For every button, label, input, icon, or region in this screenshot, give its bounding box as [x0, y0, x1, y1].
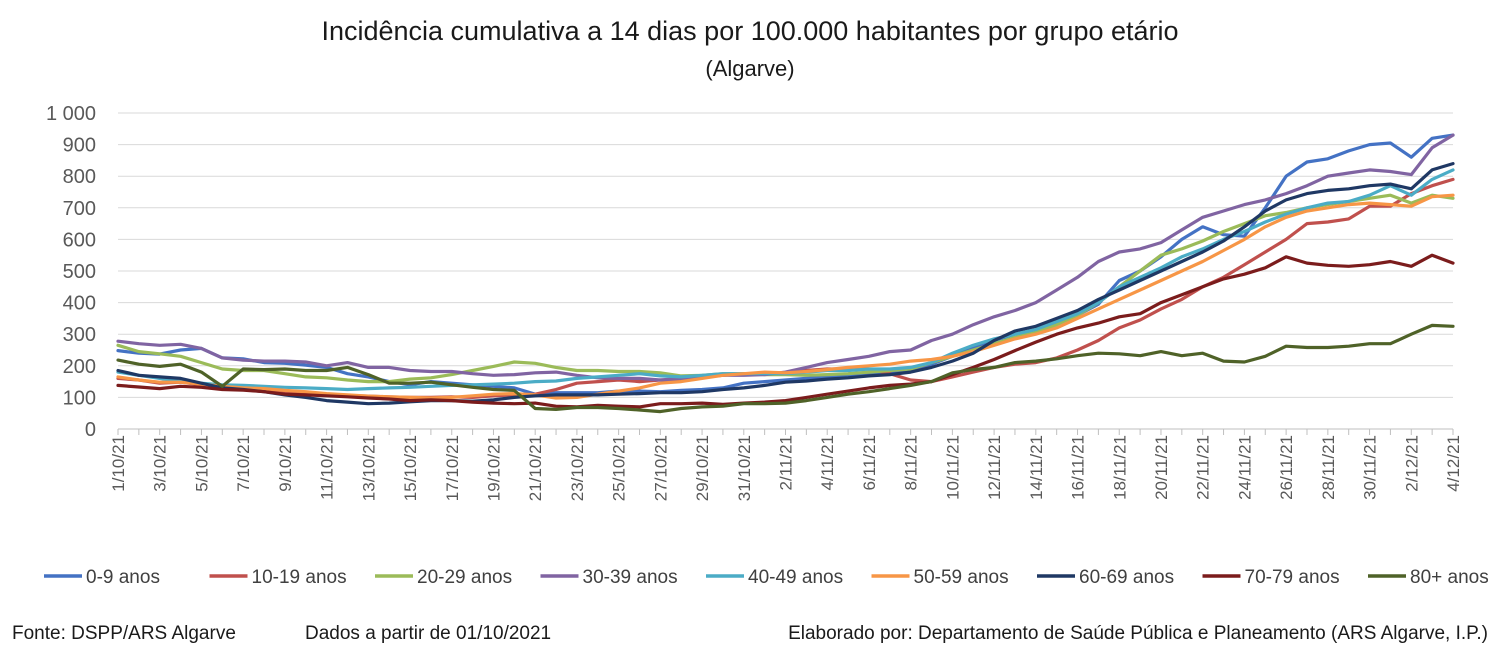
legend: 0-9 anos 10-19 anos 20-29 anos 30-39 anos 40… — [44, 567, 1489, 588]
x-tick-label: 27/10/21 — [651, 435, 670, 501]
x-tick-label: 23/10/21 — [568, 435, 587, 501]
x-tick-label: 6/11/21 — [860, 435, 879, 490]
y-tick-label: 600 — [63, 229, 96, 251]
series-lines — [116, 133, 1455, 414]
legend-label: 20-29 anos — [417, 567, 512, 588]
x-tick-label: 17/10/21 — [443, 435, 462, 501]
footer-author: Elaborado por: Departamento de Saúde Púb… — [788, 623, 1488, 644]
legend-label: 0-9 anos — [86, 567, 160, 588]
series-line-70-79-anos — [116, 253, 1455, 409]
gridlines — [118, 112, 1453, 398]
x-tick-label: 21/10/21 — [526, 435, 545, 501]
x-tick-label: 30/11/21 — [1361, 435, 1380, 500]
x-tick-label: 3/10/21 — [151, 435, 170, 492]
x-tick-label: 18/11/21 — [1110, 435, 1129, 500]
y-tick-label: 800 — [63, 166, 96, 188]
series-line-50-59-anos — [116, 193, 1455, 400]
x-tick-label: 24/11/21 — [1235, 435, 1254, 500]
x-tick-label: 1/10/21 — [109, 435, 128, 492]
y-tick-label: 400 — [63, 293, 96, 315]
y-tick-label: 300 — [63, 324, 96, 346]
legend-label: 10-19 anos — [252, 567, 347, 588]
x-tick-label: 9/10/21 — [276, 435, 295, 492]
footer-date-note: Dados a partir de 01/10/2021 — [305, 623, 552, 644]
y-tick-label: 0 — [85, 419, 96, 441]
chart-title: Incidência cumulativa a 14 dias por 100.… — [321, 16, 1179, 46]
legend-label: 80+ anos — [1410, 567, 1489, 588]
footer-source: Fonte: DSPP/ARS Algarve — [12, 623, 236, 644]
x-tick-label: 14/11/21 — [1027, 435, 1046, 500]
legend-label: 30-39 anos — [583, 567, 678, 588]
x-tick-label: 2/11/21 — [777, 435, 796, 490]
x-tick-label: 4/12/21 — [1444, 435, 1463, 492]
x-tick-label: 28/11/21 — [1319, 435, 1338, 500]
x-tick-label: 11/10/21 — [318, 435, 337, 500]
legend-label: 50-59 anos — [914, 567, 1009, 588]
x-axis: 1/10/21 3/10/21 5/10/21 7/10/21 9/10/21 11/10… — [109, 428, 1463, 501]
series-line-80-anos — [116, 323, 1455, 414]
x-tick-label: 22/11/21 — [1194, 435, 1213, 500]
x-tick-label: 8/11/21 — [902, 435, 921, 490]
x-tick-label: 15/10/21 — [401, 435, 420, 501]
y-tick-label: 1 000 — [46, 103, 96, 125]
legend-label: 40-49 anos — [748, 567, 843, 588]
x-tick-label: 7/10/21 — [234, 435, 253, 492]
y-tick-label: 700 — [63, 198, 96, 220]
x-tick-label: 31/10/21 — [735, 435, 754, 501]
x-tick-label: 20/11/21 — [1152, 435, 1171, 500]
y-tick-label: 900 — [63, 135, 96, 157]
x-tick-label: 5/10/21 — [192, 435, 211, 492]
legend-label: 70-79 anos — [1245, 567, 1340, 588]
x-tick-label: 4/11/21 — [818, 435, 837, 490]
legend-label: 60-69 anos — [1079, 567, 1174, 588]
x-tick-label: 16/11/21 — [1069, 435, 1088, 500]
x-tick-label: 19/10/21 — [484, 435, 503, 501]
x-tick-label: 29/10/21 — [693, 435, 712, 501]
y-tick-label: 200 — [63, 356, 96, 378]
x-tick-label: 2/12/21 — [1402, 435, 1421, 492]
x-tick-label: 12/11/21 — [985, 435, 1004, 500]
series-line-0-9-anos — [116, 133, 1455, 396]
y-tick-label: 100 — [63, 387, 96, 409]
series-line-60-69-anos — [116, 162, 1455, 406]
line-chart: 0 100 200 300 400 500 600 700 800 900 1 000 1/10/2… — [44, 103, 1489, 588]
x-tick-label: 26/11/21 — [1277, 435, 1296, 500]
y-axis: 0 100 200 300 400 500 600 700 800 900 1 000 — [46, 103, 96, 441]
x-tick-label: 25/10/21 — [610, 435, 629, 501]
x-tick-label: 10/11/21 — [943, 435, 962, 500]
x-tick-label: 13/10/21 — [359, 435, 378, 501]
series-line-30-39-anos — [116, 133, 1455, 382]
y-tick-label: 500 — [63, 261, 96, 283]
chart-subtitle: (Algarve) — [705, 56, 795, 81]
